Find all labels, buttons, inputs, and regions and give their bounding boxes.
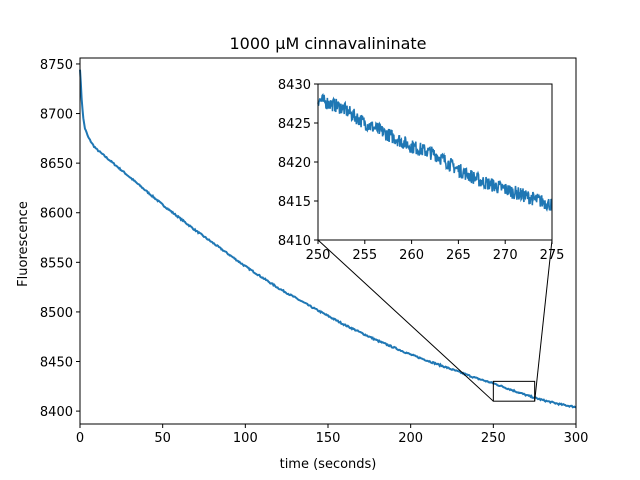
- y-tick-label: 8700: [40, 108, 73, 123]
- y-tick-label: 8750: [40, 58, 73, 73]
- chart-title: 1000 μM cinnavalininate: [229, 34, 426, 53]
- zoom-connector-right: [534, 239, 553, 402]
- y-tick-label: 8650: [40, 157, 73, 172]
- x-tick-label: 200: [398, 431, 423, 446]
- inset-y-tick-label: 8420: [278, 156, 311, 171]
- inset-y-tick-label: 8415: [278, 195, 311, 210]
- x-tick-label: 0: [76, 431, 84, 446]
- x-tick-label: 100: [233, 431, 258, 446]
- inset-background: [318, 84, 552, 240]
- zoom-region-box: [492, 380, 536, 402]
- inset-plot-area: [317, 92, 553, 212]
- inset-y-tick-label: 8430: [278, 78, 311, 93]
- x-axis-label: time (seconds): [280, 457, 377, 472]
- x-tick-label: 300: [564, 431, 589, 446]
- y-axis-label: Fluorescence: [16, 201, 31, 287]
- inset-axis-ticks: 250 255 260 265 270 275 8410 8415 8420 8425 8430: [278, 78, 565, 263]
- main-axes-frame: [79, 57, 577, 425]
- x-tick-label: 250: [481, 431, 506, 446]
- zoom-connector-left: [317, 239, 494, 402]
- y-tick-label: 8600: [40, 207, 73, 222]
- inset-x-tick-label: 255: [352, 248, 377, 263]
- x-tick-label: 150: [316, 431, 341, 446]
- inset-x-tick-label: 270: [493, 248, 518, 263]
- inset-y-tick-label: 8410: [278, 234, 311, 249]
- inset-y-tick-label: 8425: [278, 117, 311, 132]
- inset-series-line: [317, 92, 553, 212]
- inset-axes-frame: [317, 83, 553, 241]
- inset-x-tick-label: 260: [399, 248, 424, 263]
- main-axis-ticks: 0 50 100 150 200 250 300 8400 8450 8500 8550 8600 86…: [40, 58, 589, 446]
- y-tick-label: 8450: [40, 356, 73, 371]
- y-tick-label: 8400: [40, 405, 73, 420]
- y-tick-label: 8500: [40, 306, 73, 321]
- inset-x-tick-label: 250: [306, 248, 331, 263]
- x-tick-label: 50: [154, 431, 171, 446]
- inset-x-tick-label: 265: [446, 248, 471, 263]
- y-tick-label: 8550: [40, 256, 73, 271]
- zoom-indicator: [317, 239, 553, 402]
- inset-x-tick-label: 275: [540, 248, 565, 263]
